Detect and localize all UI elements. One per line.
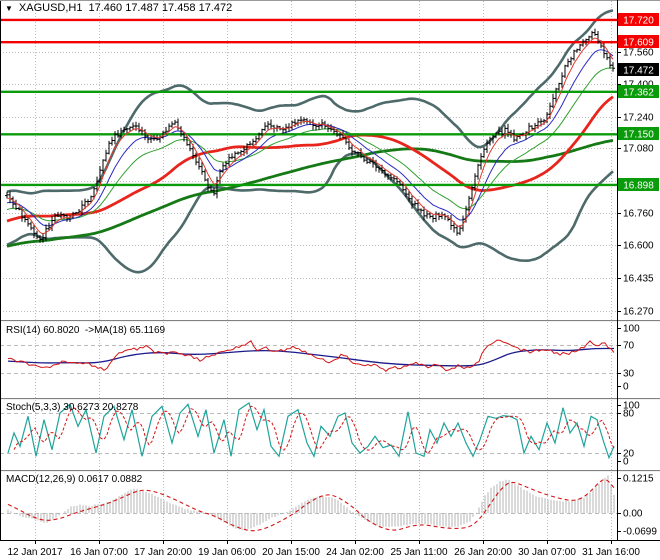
macd-axis-label: -0.0699: [623, 527, 657, 538]
time-axis[interactable]: 12 Jan 2017 16 Jan 07:00 17 Jan 20:00 19 Ja…: [0, 540, 660, 558]
macd-panel-title: MACD(12,26,9) 0.0617 0.0882: [6, 474, 143, 485]
stoch-panel[interactable]: [0, 402, 617, 460]
ema-slow-line: [6, 67, 613, 222]
price-badge-label: 17.362: [623, 88, 654, 99]
price-badge-label: 17.150: [623, 130, 654, 141]
price-tick-label: 17.240: [623, 113, 654, 124]
price-badge: [618, 178, 659, 191]
rsi-line: [7, 339, 615, 372]
quote-ohlc-label: 17.460 17.487 17.458 17.472: [88, 2, 233, 14]
price-tick-label: 16.270: [623, 307, 654, 318]
price-badge: [618, 85, 659, 98]
time-axis-label: 26 Jan 20:00: [454, 547, 512, 558]
time-axis-label: 20 Jan 15:00: [262, 547, 320, 558]
chart-header: ▼ XAGUSD,H1 17.460 17.487 17.458 17.472: [5, 2, 232, 14]
stoch-d-line: [13, 405, 615, 455]
stoch-panel-title: Stoch(5,3,3) 30.6273 20.8278: [6, 402, 139, 413]
price-badge-label: 17.609: [623, 38, 654, 49]
macd-histogram: [7, 475, 615, 531]
macd-panel[interactable]: [0, 475, 617, 532]
stoch-axis-label: 100: [623, 401, 640, 412]
rsi-axis-label: 100: [623, 324, 640, 335]
time-axis-label: 19 Jan 06:00: [198, 547, 256, 558]
bollinger-lower-band: [6, 152, 614, 274]
rsi-axis-label: 30: [623, 369, 635, 380]
price-tick-label: 16.435: [623, 274, 654, 285]
time-axis-label: 25 Jan 11:00: [390, 547, 448, 558]
price-tick-label: 16.600: [623, 241, 654, 252]
symbol-timeframe-label: XAGUSD,H1: [18, 2, 83, 14]
rsi-panel-title: RSI(14) 60.8020 ->MA(18) 65.1169: [6, 325, 166, 336]
time-axis-label: 17 Jan 20:00: [134, 547, 192, 558]
ema-fast-line: [6, 37, 614, 235]
price-badge: [618, 13, 659, 26]
price-badge: [618, 127, 659, 140]
rsi-axis-label: 0: [623, 382, 629, 393]
macd-signal-line: [7, 478, 615, 532]
price-badge-label: 17.472: [623, 66, 654, 77]
stoch-axis-label: 0: [623, 457, 629, 468]
macd-axis-label: 0.1215: [623, 474, 654, 485]
price-axis[interactable]: 17.56017.40017.24017.08016.76016.60016.4…: [617, 0, 659, 540]
price-badge: [618, 35, 659, 48]
time-axis-label: 12 Jan 2017: [7, 547, 62, 558]
time-axis-label: 16 Jan 07:00: [70, 547, 128, 558]
rsi-axis-label: 70: [623, 341, 635, 352]
price-badge-label: 16.898: [623, 181, 654, 192]
price-tick-label: 16.760: [623, 209, 654, 220]
time-axis-label: 30 Jan 07:00: [518, 547, 576, 558]
price-panel[interactable]: [0, 9, 617, 274]
panel-separators: [0, 320, 660, 472]
time-axis-label: 31 Jan 16:00: [582, 547, 640, 558]
rsi-panel[interactable]: [0, 339, 617, 374]
price-badge: [618, 63, 659, 76]
macd-axis-label: 0.00: [623, 509, 643, 520]
price-badge-label: 17.720: [623, 16, 654, 27]
symbol-dropdown-icon[interactable]: ▼: [5, 3, 13, 13]
stoch-axis-label: 20: [623, 449, 635, 460]
stoch-axis-label: 80: [623, 409, 635, 420]
time-axis-label: 24 Jan 02:00: [326, 547, 384, 558]
stoch-k-line: [7, 402, 615, 460]
price-tick-label: 17.560: [623, 48, 654, 59]
price-tick-label: 17.080: [623, 144, 654, 155]
